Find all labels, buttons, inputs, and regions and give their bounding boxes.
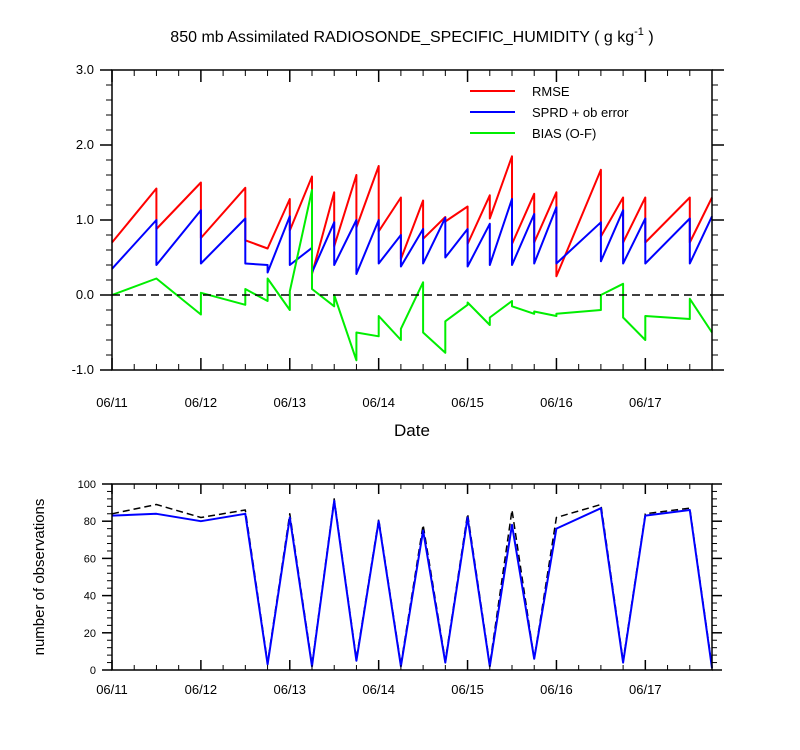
top-panel: -1.00.01.02.03.0 06/11 06/12 06/13 06/14 06/… — [72, 62, 724, 440]
y-tick-label: 0 — [90, 665, 96, 677]
y-tick-label: 2.0 — [76, 137, 94, 152]
y-tick-label: 0.0 — [76, 287, 94, 302]
x-tick-label: 06/14 — [362, 682, 395, 697]
x-tick-label: 06/15 — [451, 395, 484, 410]
chart-title: 850 mb Assimilated RADIOSONDE_SPECIFIC_H… — [170, 26, 653, 46]
x-tick-label: 06/16 — [540, 395, 573, 410]
x-tick-label: 06/11 — [96, 682, 128, 697]
x-tick-label: 06/12 — [185, 682, 218, 697]
y-tick-label: 1.0 — [76, 212, 94, 227]
y-tick-label: 40 — [84, 591, 96, 603]
x-axis-label: Date — [394, 421, 430, 440]
y-axis-label-observations: number of observations — [31, 499, 48, 656]
x-tick-label: 06/11 — [96, 395, 128, 410]
legend-label-rmse: RMSE — [532, 84, 570, 99]
x-tick-label: 06/12 — [185, 395, 218, 410]
y-tick-label: -1.0 — [72, 362, 94, 377]
series-rmse-line — [111, 155, 713, 278]
legend-label-sprd: SPRD + ob error — [532, 105, 629, 120]
top-xtick-labels: 06/11 06/12 06/13 06/14 06/15 06/16 06/17 — [96, 395, 661, 410]
legend-label-bias: BIAS (O-F) — [532, 126, 596, 141]
bot-series-1-line — [111, 498, 713, 667]
chart-title-suffix: ) — [644, 29, 654, 46]
y-tick-label: 60 — [84, 553, 96, 565]
top-ticks-layer — [100, 69, 724, 371]
x-tick-label: 06/14 — [362, 395, 395, 410]
bottom-series-layer — [111, 498, 713, 669]
chart-title-superscript: -1 — [634, 26, 644, 38]
bottom-ytick-labels: 0 20 40 60 80 100 — [78, 479, 96, 677]
legend: RMSE SPRD + ob error BIAS (O-F) — [470, 84, 629, 141]
bottom-ticks-layer — [102, 483, 722, 671]
series-sprd-ob-error-line — [111, 198, 713, 275]
bot-series-2-line — [111, 499, 713, 669]
bottom-plot-frame — [111, 483, 713, 671]
y-tick-label: 80 — [84, 516, 96, 528]
top-series-layer — [111, 155, 713, 362]
y-tick-label: 20 — [84, 628, 96, 640]
top-ytick-labels: -1.0 0.0 1.0 2.0 3.0 — [72, 62, 94, 377]
series-bias-o-f-line — [111, 189, 713, 362]
x-tick-label: 06/16 — [540, 682, 573, 697]
x-tick-label: 06/15 — [451, 682, 484, 697]
x-tick-label: 06/13 — [274, 682, 307, 697]
y-tick-label: 3.0 — [76, 62, 94, 77]
y-tick-label: 100 — [78, 479, 96, 491]
x-tick-label: 06/13 — [274, 395, 307, 410]
x-tick-label: 06/17 — [629, 395, 662, 410]
x-tick-label: 06/17 — [629, 682, 662, 697]
chart-title-main: 850 mb Assimilated RADIOSONDE_SPECIFIC_H… — [170, 29, 634, 46]
bottom-xtick-labels: 06/11 06/12 06/13 06/14 06/15 06/16 06/17 — [96, 682, 661, 697]
